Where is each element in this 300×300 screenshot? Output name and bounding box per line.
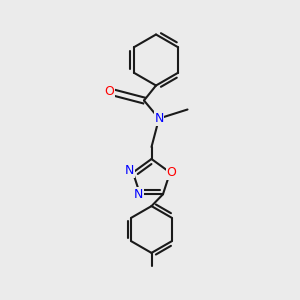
Text: O: O [167, 166, 176, 179]
Text: N: N [154, 112, 164, 125]
Text: N: N [125, 164, 134, 178]
Text: N: N [134, 188, 143, 201]
Text: O: O [105, 85, 114, 98]
